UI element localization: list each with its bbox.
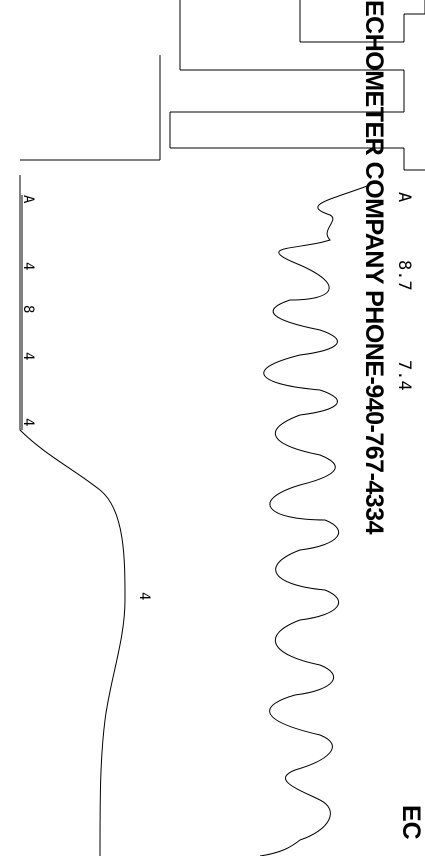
axis-marker: A bbox=[20, 195, 36, 204]
axis-marker: 8 bbox=[20, 305, 36, 314]
company-banner-continuation: EC bbox=[397, 805, 425, 840]
axis-marker: 4 bbox=[20, 262, 36, 271]
baseline-trace bbox=[19, 175, 126, 856]
axis-marker: 4 bbox=[20, 418, 36, 427]
pulse-trace bbox=[20, 0, 425, 171]
echo-signal-trace bbox=[259, 184, 371, 856]
reading-value-2: 7.4 bbox=[394, 360, 414, 391]
company-banner: ECHOMETER COMPANY PHONE-940-767-4334 bbox=[360, 0, 388, 535]
axis-marker: 4 bbox=[20, 352, 36, 361]
reading-value-1: 8.7 bbox=[394, 260, 414, 291]
axis-marker: 4 bbox=[136, 592, 152, 601]
reading-label-a: A bbox=[394, 192, 414, 203]
